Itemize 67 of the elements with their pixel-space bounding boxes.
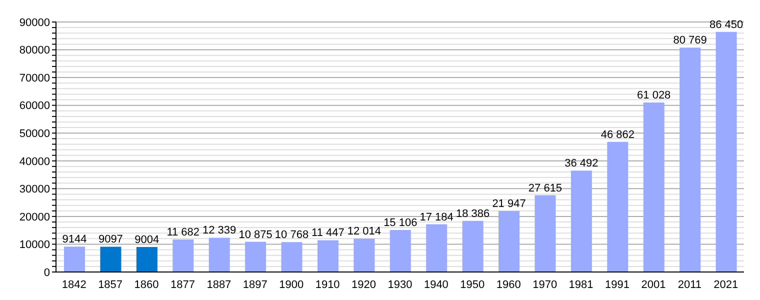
y-tick-label: 80000 — [19, 44, 50, 57]
x-tick-label: 1920 — [352, 278, 376, 291]
y-tick-label: 10000 — [19, 239, 50, 252]
data-label: 86 450 — [709, 18, 744, 31]
bar — [281, 242, 302, 272]
x-tick-label: 1970 — [532, 278, 558, 291]
bar — [716, 32, 737, 272]
x-tick-label: 1877 — [170, 278, 195, 291]
bar — [100, 246, 122, 272]
data-label: 36 492 — [564, 158, 598, 170]
data-label: 10 768 — [274, 229, 309, 242]
y-tick-label: 20000 — [19, 211, 50, 224]
bar — [172, 240, 194, 272]
bar — [317, 240, 338, 272]
x-tick-label: 1910 — [315, 278, 340, 291]
data-label: 80 769 — [673, 34, 707, 47]
bar — [680, 48, 701, 272]
y-tick-label: 30000 — [19, 184, 50, 196]
data-label: 46 862 — [600, 128, 634, 141]
data-label: 11 682 — [166, 226, 200, 239]
data-label: 12 339 — [202, 224, 236, 237]
data-label: 18 386 — [456, 208, 490, 220]
x-tick-label: 1930 — [388, 278, 412, 291]
bar — [426, 224, 448, 272]
x-tick-label: 2001 — [641, 278, 666, 291]
y-tick-label: 0 — [44, 266, 50, 279]
x-tick-label: 1897 — [242, 278, 268, 291]
bar — [462, 220, 484, 272]
bar — [136, 246, 158, 272]
data-label: 9144 — [62, 234, 87, 246]
bar — [208, 238, 230, 272]
y-tick-label: 70000 — [19, 72, 50, 84]
data-label: 15 106 — [384, 217, 418, 230]
x-tick-label: 2021 — [714, 278, 738, 291]
data-label: 17 184 — [420, 211, 454, 224]
y-tick-label: 40000 — [19, 156, 50, 168]
x-tick-label: 1981 — [568, 278, 594, 291]
x-tick-label: 1991 — [605, 278, 630, 291]
y-tick-label: 50000 — [19, 128, 50, 140]
bar — [607, 142, 628, 272]
x-tick-label: 1900 — [279, 278, 304, 291]
data-label: 9097 — [98, 234, 123, 246]
data-label: 9004 — [134, 234, 160, 246]
data-label: 12 014 — [347, 226, 382, 238]
bar — [534, 195, 556, 272]
x-tick-label: 1950 — [460, 278, 485, 291]
data-label: 11 447 — [312, 227, 344, 240]
data-label: 61 028 — [637, 89, 671, 102]
bar — [245, 242, 266, 272]
bar — [390, 230, 411, 272]
data-label: 10 875 — [238, 228, 272, 241]
bar — [570, 170, 592, 272]
x-tick-label: 1960 — [496, 278, 521, 291]
x-tick-label: 2011 — [678, 278, 702, 291]
y-tick-label: 60000 — [19, 100, 50, 112]
x-tick-label: 1940 — [424, 278, 448, 291]
data-label: 27 615 — [528, 182, 562, 194]
bar — [643, 102, 664, 272]
x-tick-label: 1887 — [206, 278, 232, 291]
bar — [498, 211, 520, 272]
bar — [354, 238, 375, 272]
data-label: 21 947 — [492, 198, 526, 210]
x-tick-label: 1842 — [62, 278, 86, 291]
bar — [64, 246, 85, 272]
x-tick-label: 1857 — [98, 278, 123, 291]
x-tick-label: 1860 — [134, 278, 159, 291]
y-tick-label: 90000 — [19, 16, 50, 29]
